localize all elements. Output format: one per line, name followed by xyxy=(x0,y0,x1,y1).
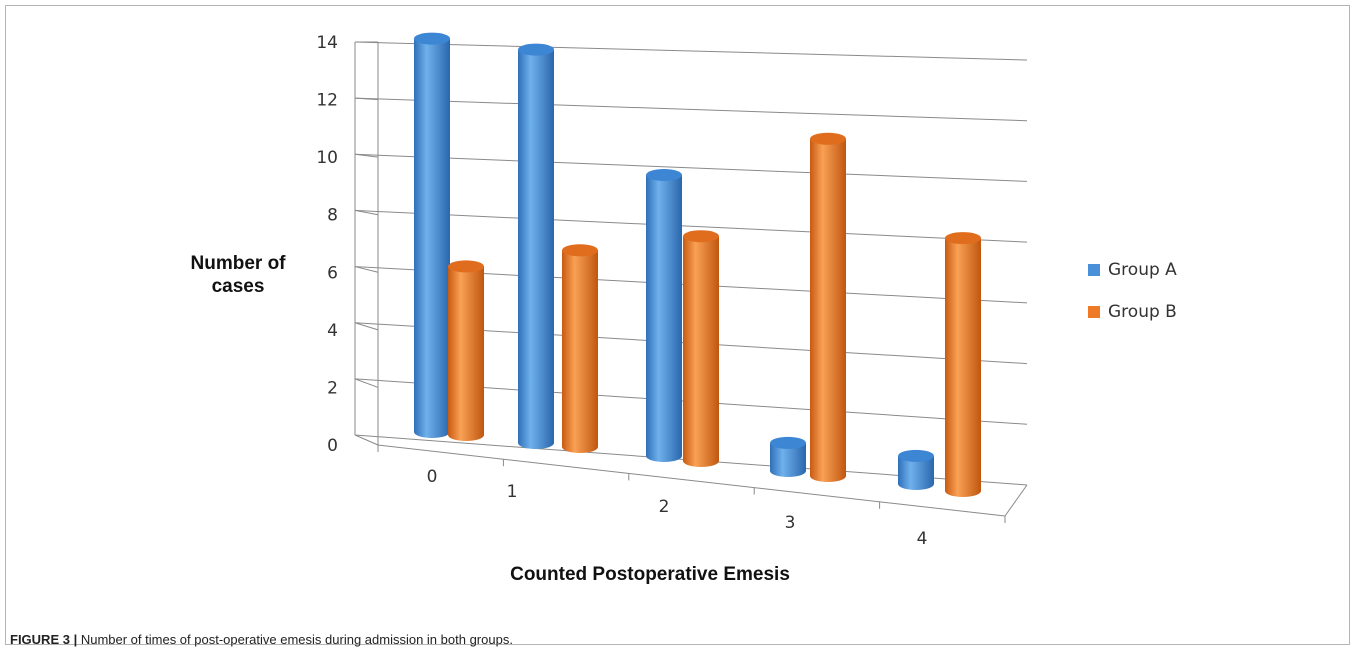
bar-group-b xyxy=(945,232,981,497)
gridline xyxy=(354,153,1028,182)
bar-group-b-top xyxy=(448,260,484,273)
bar-group-b-top xyxy=(683,230,719,243)
y-tick-label: 4 xyxy=(327,321,338,341)
bar-group-b-body xyxy=(562,250,598,453)
y-axis-label: Number of cases xyxy=(190,253,286,297)
bar-group-a xyxy=(770,436,806,477)
y-tick-label: 14 xyxy=(316,33,338,53)
bar-group-b-body xyxy=(945,238,981,497)
legend-item-group-b: Group B xyxy=(1088,302,1177,322)
bar-group-b-top xyxy=(945,232,981,245)
legend-swatch-group-a xyxy=(1088,264,1100,276)
bar-group-a-top xyxy=(414,32,450,45)
bar-group-a xyxy=(518,43,554,449)
bar-group-a-body xyxy=(770,442,806,477)
bar-group-a xyxy=(646,169,682,462)
bar-group-b-body xyxy=(810,138,846,483)
bar-group-b xyxy=(562,244,598,453)
x-tick-label: 1 xyxy=(507,482,518,502)
legend-swatch-group-b xyxy=(1088,306,1100,318)
gridline-side xyxy=(354,153,379,158)
x-tick-label: 3 xyxy=(785,513,796,533)
floor-right-edge xyxy=(1004,484,1028,517)
bar-group-b-body xyxy=(448,266,484,441)
legend-item-group-a: Group A xyxy=(1088,260,1177,280)
caption-label: FIGURE 3 | xyxy=(10,632,78,647)
legend-label-group-a: Group A xyxy=(1108,260,1177,280)
gridline xyxy=(354,209,1028,243)
bar-group-b xyxy=(448,260,484,441)
y-tick-label: 12 xyxy=(316,91,338,111)
y-tick-label: 8 xyxy=(327,206,338,226)
legend-label-group-b: Group B xyxy=(1108,302,1177,322)
gridline-side xyxy=(354,97,379,101)
y-tick-label: 0 xyxy=(327,436,338,456)
x-axis-line xyxy=(377,444,1006,517)
gridline-side xyxy=(354,322,379,331)
y-tick-label: 6 xyxy=(327,263,338,283)
gridline-side xyxy=(354,209,379,216)
bar-group-a-body xyxy=(646,175,682,462)
bar-group-b-body xyxy=(683,236,719,467)
y-tick-label: 10 xyxy=(316,148,338,168)
x-tick-label: 0 xyxy=(427,467,438,487)
bar-group-a-body xyxy=(898,455,934,490)
bar-group-a-top xyxy=(646,169,682,181)
bar-group-a-top xyxy=(898,449,934,462)
bar-group-b-top xyxy=(562,244,598,257)
gridline xyxy=(354,41,1028,61)
y-tick-label: 2 xyxy=(327,378,338,398)
gridline-side xyxy=(354,378,379,388)
bar-group-a-body xyxy=(518,49,554,449)
bar-group-a-body xyxy=(414,38,450,438)
bar-group-a-top xyxy=(518,43,554,56)
bar-group-a xyxy=(898,449,934,490)
bar-group-b-top xyxy=(810,132,846,145)
bar-group-b xyxy=(810,132,846,483)
figure-frame xyxy=(5,5,1350,645)
bar-group-b xyxy=(683,230,719,467)
x-tick-label: 4 xyxy=(917,529,928,549)
gridline-side xyxy=(354,434,379,446)
gridline-side xyxy=(354,266,379,273)
bar-group-a xyxy=(414,32,450,438)
x-tick-label: 2 xyxy=(659,497,670,517)
x-axis-label: Counted Postoperative Emesis xyxy=(510,564,790,585)
gridline xyxy=(354,97,1028,122)
caption-text: Number of times of post-operative emesis… xyxy=(80,632,513,647)
figure-caption: FIGURE 3 | Number of times of post-opera… xyxy=(10,632,513,647)
bar-group-a-top xyxy=(770,436,806,449)
